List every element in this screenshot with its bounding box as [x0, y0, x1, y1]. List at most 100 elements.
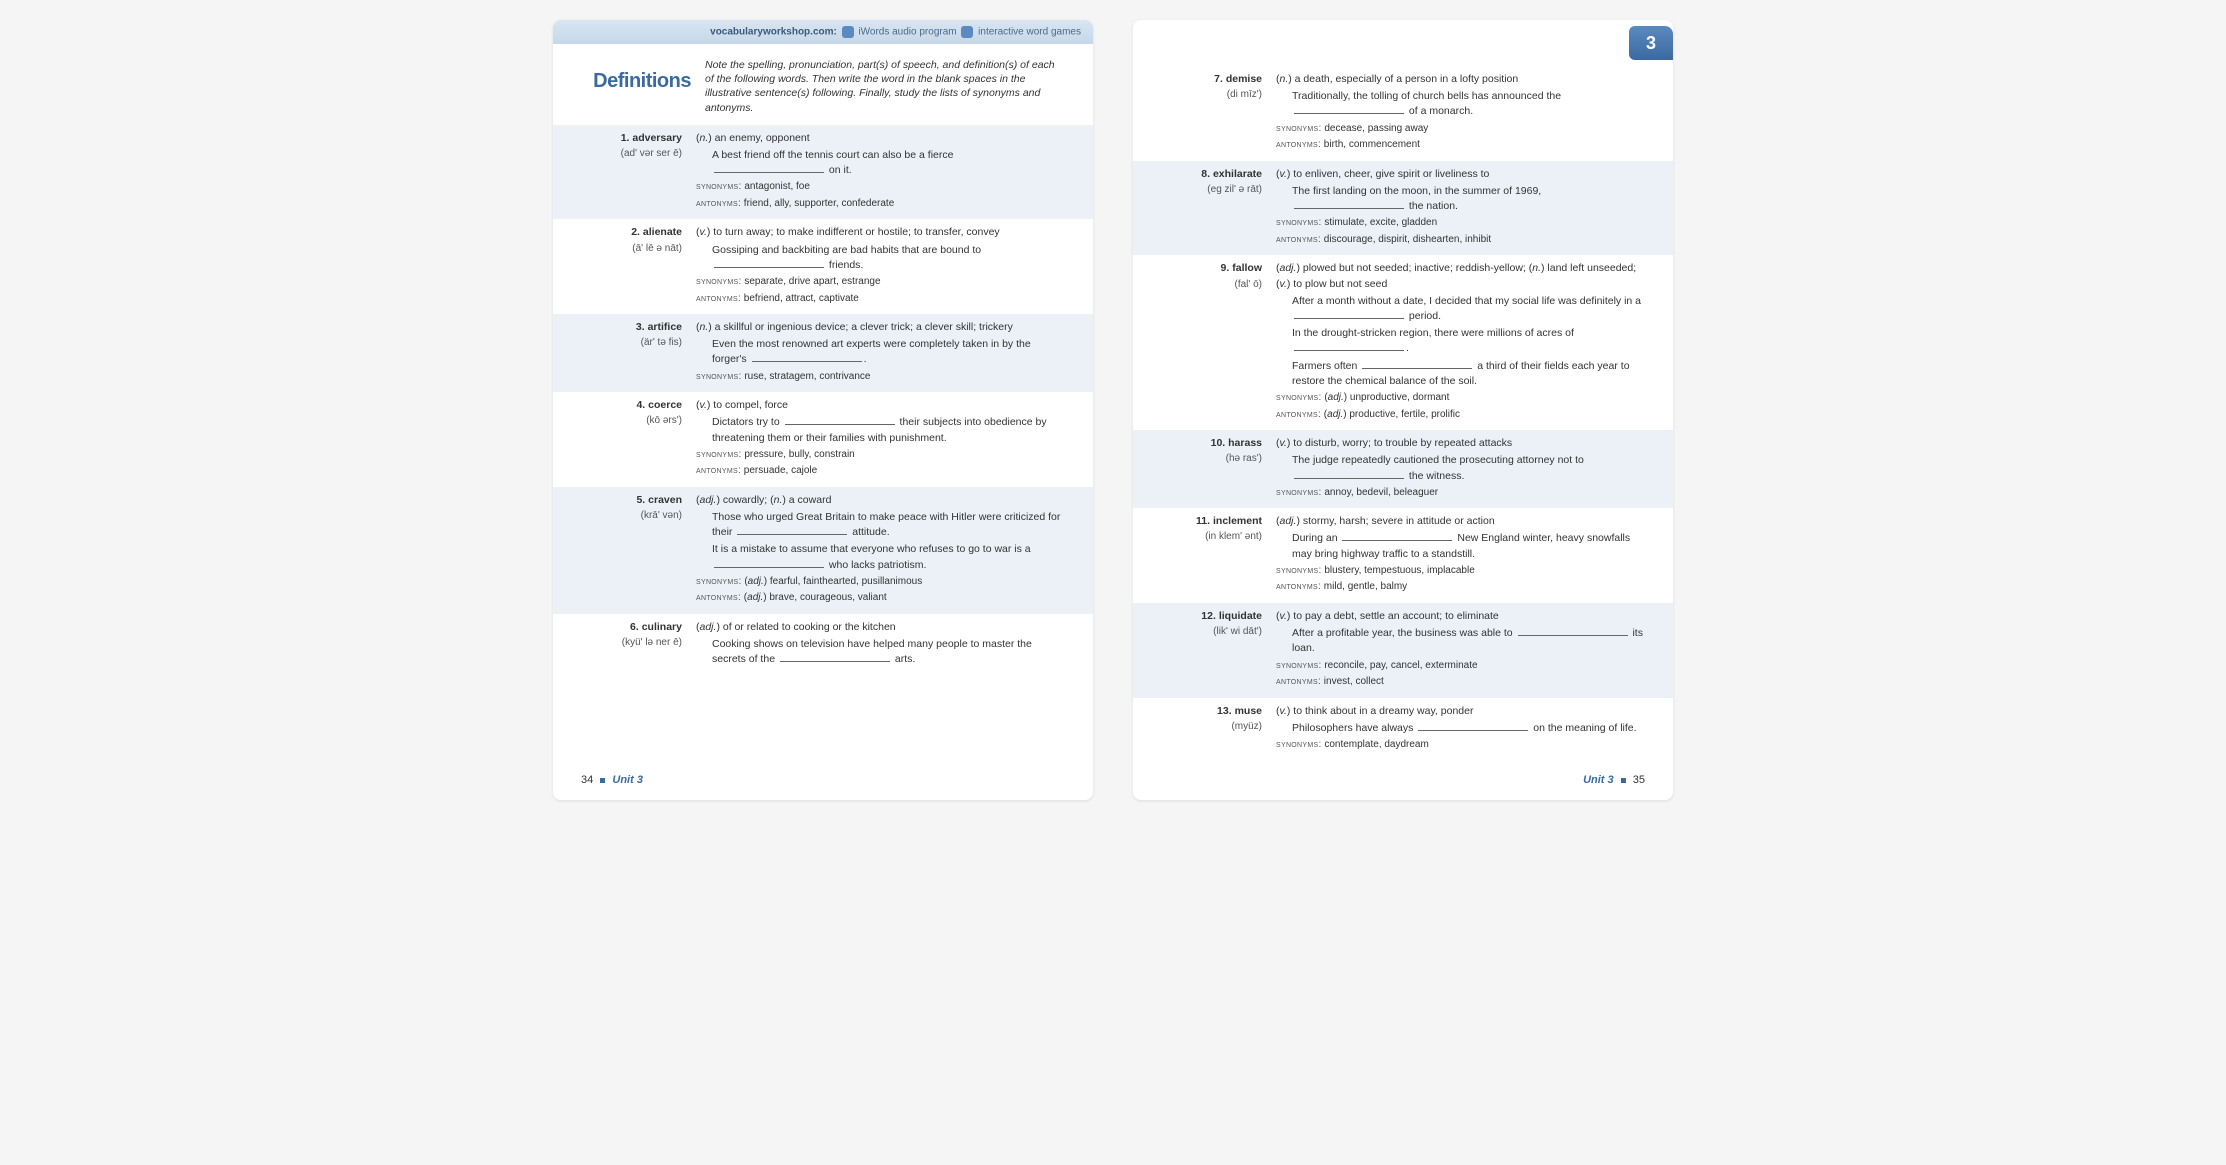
- synonyms: synonyms: antagonist, foe: [696, 180, 1065, 195]
- example-sentence: A best friend off the tennis court can a…: [696, 148, 1065, 178]
- def-col: (adj.) stormy, harsh; severe in attitude…: [1276, 514, 1645, 595]
- def-col: (v.) to turn away; to make indifferent o…: [696, 225, 1065, 306]
- def-col: (v.) to enliven, cheer, give spirit or l…: [1276, 167, 1645, 248]
- example-sentence: Cooking shows on television have helped …: [696, 637, 1065, 667]
- def-col: (n.) a skillful or ingenious device; a c…: [696, 320, 1065, 384]
- def-col: (adj.) cowardly; (n.) a cowardThose who …: [696, 493, 1065, 606]
- def-col: (adj.) of or related to cooking or the k…: [696, 620, 1065, 670]
- pronunciation: (in klem' ənt): [1161, 530, 1262, 545]
- antonyms: antonyms: friend, ally, supporter, confe…: [696, 197, 1065, 212]
- term-word: liquidate: [1219, 610, 1262, 622]
- def-col: (n.) an enemy, opponentA best friend off…: [696, 131, 1065, 212]
- banner-audio: audio program: [892, 27, 956, 38]
- term-col: 2. alienate(ā' lē ə nāt): [581, 225, 696, 306]
- term-col: 6. culinary(kyü' lə ner ē): [581, 620, 696, 670]
- entry: 4. coerce(kō ərs')(v.) to compel, force D…: [553, 392, 1093, 487]
- example-sentence: After a month without a date, I decided …: [1276, 294, 1645, 324]
- def-col: (adj.) plowed but not seeded; inactive; …: [1276, 261, 1645, 422]
- definition: (v.) to turn away; to make indifferent o…: [696, 225, 1065, 240]
- definition: (adj.) stormy, harsh; severe in attitude…: [1276, 514, 1645, 529]
- definition: (v.) to pay a debt, settle an account; t…: [1276, 609, 1645, 624]
- term-number: 1.: [621, 132, 630, 144]
- term-col: 3. artifice(är' tə fis): [581, 320, 696, 384]
- term-number: 13.: [1217, 705, 1232, 717]
- term-word: harass: [1228, 437, 1262, 449]
- synonyms: synonyms: separate, drive apart, estrang…: [696, 275, 1065, 290]
- example-sentence: During an New England winter, heavy snow…: [1276, 531, 1645, 561]
- pronunciation: (kyü' lə ner ē): [581, 636, 682, 651]
- example-sentence: Gossiping and backbiting are bad habits …: [696, 243, 1065, 273]
- synonyms: synonyms: stimulate, excite, gladden: [1276, 216, 1645, 231]
- term-number: 10.: [1211, 437, 1226, 449]
- example-sentence: The judge repeatedly cautioned the prose…: [1276, 453, 1645, 483]
- entry: 11. inclement(in klem' ənt)(adj.) stormy…: [1133, 508, 1673, 603]
- words-icon: [842, 26, 854, 38]
- pronunciation: (di mīz'): [1161, 88, 1262, 103]
- term-col: 1. adversary(ad' vər ser ē): [581, 131, 696, 212]
- unit-label-left: Unit 3: [612, 774, 643, 786]
- synonyms: synonyms: (adj.) unproductive, dormant: [1276, 391, 1645, 406]
- term-col: 7. demise(di mīz'): [1161, 72, 1276, 153]
- pronunciation: (fal' ō): [1161, 278, 1262, 293]
- page-number-left: 34: [581, 774, 593, 786]
- term-col: 13. muse(myüz): [1161, 704, 1276, 753]
- antonyms: antonyms: birth, commencement: [1276, 138, 1645, 153]
- term-word: inclement: [1213, 515, 1262, 527]
- term-number: 9.: [1221, 262, 1230, 274]
- example-sentence: Farmers often a third of their fields ea…: [1276, 359, 1645, 389]
- term-col: 8. exhilarate(eg zil' ə rāt): [1161, 167, 1276, 248]
- example-sentence: Philosophers have always on the meaning …: [1276, 721, 1645, 736]
- term-number: 8.: [1201, 168, 1210, 180]
- example-sentence: After a profitable year, the business wa…: [1276, 626, 1645, 656]
- synonyms: synonyms: contemplate, daydream: [1276, 738, 1645, 753]
- example-sentence: Dictators try to their subjects into obe…: [696, 415, 1065, 445]
- page-left: vocabularyworkshop.com: iWords audio pro…: [553, 20, 1093, 800]
- example-sentence: Those who urged Great Britain to make pe…: [696, 510, 1065, 540]
- example-sentence: Even the most renowned art experts were …: [696, 337, 1065, 367]
- definitions-heading-text: Definitions: [593, 70, 691, 92]
- pronunciation: (eg zil' ə rāt): [1161, 183, 1262, 198]
- definitions-heading: Definitions: [581, 58, 691, 115]
- def-col: (v.) to pay a debt, settle an account; t…: [1276, 609, 1645, 690]
- term-col: 9. fallow(fal' ō): [1161, 261, 1276, 422]
- definition: (v.) to compel, force: [696, 398, 1065, 413]
- dot-icon: [1621, 778, 1626, 783]
- synonyms: synonyms: (adj.) fearful, fainthearted, …: [696, 575, 1065, 590]
- entry: 10. harass(hə ras')(v.) to disturb, worr…: [1133, 430, 1673, 508]
- def-col: (v.) to disturb, worry; to trouble by re…: [1276, 436, 1645, 500]
- antonyms: antonyms: discourage, dispirit, disheart…: [1276, 233, 1645, 248]
- term-number: 6.: [630, 621, 639, 633]
- unit-tab: 3: [1629, 26, 1673, 60]
- example-sentence: In the drought-stricken region, there we…: [1276, 326, 1645, 356]
- term-number: 7.: [1214, 73, 1223, 85]
- synonyms: synonyms: reconcile, pay, cancel, exterm…: [1276, 659, 1645, 674]
- term-number: 12.: [1201, 610, 1216, 622]
- synonyms: synonyms: ruse, stratagem, contrivance: [696, 370, 1065, 385]
- def-col: (v.) to compel, force Dictators try to th…: [696, 398, 1065, 479]
- entry: 1. adversary(ad' vər ser ē)(n.) an enemy…: [553, 125, 1093, 220]
- entry: 5. craven(krā' vən)(adj.) cowardly; (n.)…: [553, 487, 1093, 614]
- footer-left: 34 Unit 3: [581, 774, 643, 786]
- definition: (v.) to enliven, cheer, give spirit or l…: [1276, 167, 1645, 182]
- synonyms: synonyms: pressure, bully, constrain: [696, 448, 1065, 463]
- term-col: 5. craven(krā' vən): [581, 493, 696, 606]
- term-word: muse: [1235, 705, 1262, 717]
- pronunciation: (krā' vən): [581, 509, 682, 524]
- example-sentence: The first landing on the moon, in the su…: [1276, 184, 1645, 214]
- entry: 2. alienate(ā' lē ə nāt)(v.) to turn awa…: [553, 219, 1093, 314]
- term-col: 11. inclement(in klem' ənt): [1161, 514, 1276, 595]
- intro-row: Definitions Note the spelling, pronuncia…: [553, 44, 1093, 125]
- example-sentence: Traditionally, the tolling of church bel…: [1276, 89, 1645, 119]
- entries-right: 7. demise(di mīz')(n.) a death, especial…: [1133, 66, 1673, 760]
- term-col: 4. coerce(kō ərs'): [581, 398, 696, 479]
- synonyms: synonyms: decease, passing away: [1276, 122, 1645, 137]
- pronunciation: (ā' lē ə nāt): [581, 242, 682, 257]
- page-right: 3 7. demise(di mīz')(n.) a death, especi…: [1133, 20, 1673, 800]
- entry: 12. liquidate(lik' wi dāt')(v.) to pay a…: [1133, 603, 1673, 698]
- top-banner: vocabularyworkshop.com: iWords audio pro…: [553, 20, 1093, 44]
- spacer: [1133, 20, 1673, 66]
- entry: 8. exhilarate(eg zil' ə rāt)(v.) to enli…: [1133, 161, 1673, 256]
- banner-games: interactive word games: [978, 27, 1081, 38]
- def-col: (n.) a death, especially of a person in …: [1276, 72, 1645, 153]
- definition: (v.) to disturb, worry; to trouble by re…: [1276, 436, 1645, 451]
